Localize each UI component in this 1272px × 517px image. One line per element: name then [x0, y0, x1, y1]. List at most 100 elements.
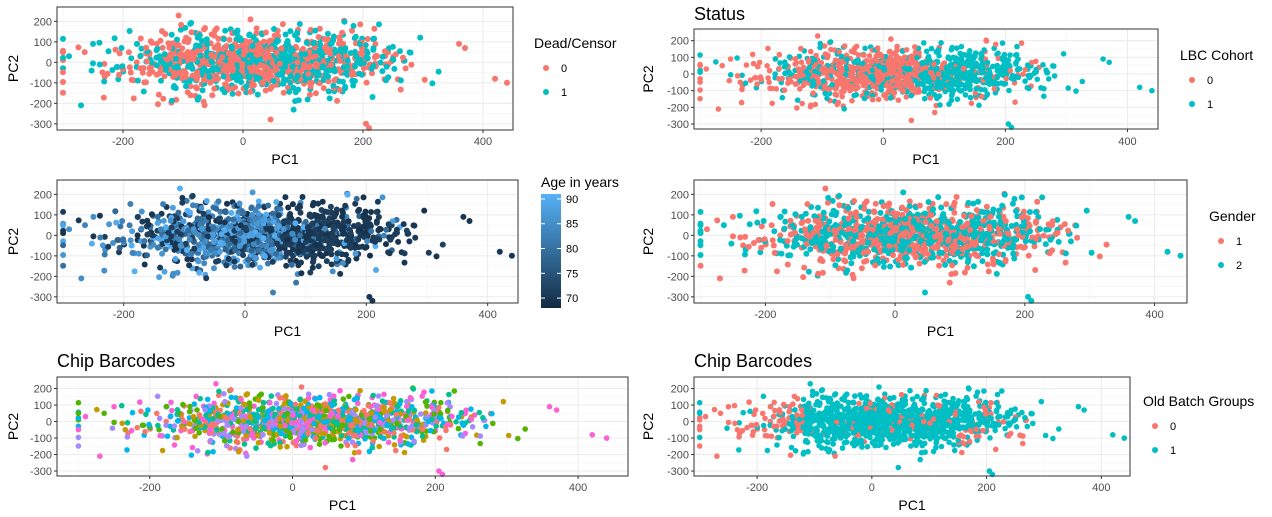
data-point — [82, 222, 88, 229]
data-point — [140, 88, 147, 95]
data-point — [1018, 40, 1025, 46]
data-point — [362, 223, 369, 229]
data-point — [841, 43, 848, 49]
data-point — [754, 81, 760, 87]
data-point — [1065, 227, 1072, 234]
data-point — [144, 58, 151, 65]
chart-p3: -200 0 200 400-300-200-1000100200PC1PC2Age … — [5, 174, 619, 339]
data-point — [923, 48, 930, 55]
data-point — [203, 198, 210, 204]
data-point — [300, 45, 307, 52]
data-point — [198, 205, 205, 212]
data-point — [75, 44, 82, 51]
data-point — [805, 217, 812, 224]
data-point — [280, 226, 287, 232]
data-point — [284, 236, 291, 243]
data-point — [970, 56, 976, 62]
data-point — [991, 79, 998, 85]
data-point — [870, 219, 877, 226]
data-point — [341, 18, 348, 25]
data-point — [127, 69, 134, 76]
data-point — [973, 85, 979, 92]
data-point — [890, 209, 897, 216]
data-point — [322, 225, 328, 232]
data-point — [758, 244, 765, 251]
data-point — [327, 62, 334, 68]
data-point — [776, 51, 783, 58]
data-point — [727, 56, 734, 62]
data-point — [295, 262, 302, 269]
data-point — [359, 243, 366, 250]
data-point — [429, 80, 436, 87]
data-point — [979, 60, 986, 67]
data-point — [172, 242, 179, 249]
data-point — [872, 262, 879, 269]
data-point — [307, 269, 314, 276]
data-point — [321, 36, 328, 43]
data-point — [774, 268, 780, 275]
data-point — [289, 230, 296, 237]
data-point — [231, 238, 238, 245]
data-point — [141, 261, 148, 268]
points-p1 — [60, 12, 510, 131]
data-point — [279, 233, 286, 240]
data-point — [887, 83, 893, 89]
data-point — [211, 32, 218, 39]
data-point — [968, 100, 975, 107]
data-point — [914, 54, 920, 61]
data-point — [295, 249, 302, 256]
data-point — [140, 65, 147, 71]
data-point — [1014, 226, 1021, 233]
data-point — [231, 263, 238, 270]
data-point — [293, 279, 300, 286]
data-point — [865, 63, 872, 70]
data-point — [379, 53, 386, 60]
data-point — [282, 63, 288, 70]
data-point — [697, 52, 703, 58]
data-point — [908, 92, 914, 99]
data-point — [186, 78, 193, 85]
data-point — [337, 46, 344, 53]
data-point — [168, 224, 175, 231]
data-point — [315, 200, 322, 207]
data-point — [222, 246, 229, 253]
data-point — [839, 93, 845, 100]
data-point — [1041, 93, 1047, 99]
data-point — [144, 217, 151, 224]
data-point — [794, 97, 801, 103]
data-point — [196, 32, 203, 39]
data-point — [890, 57, 896, 64]
data-point — [1033, 69, 1039, 75]
data-point — [325, 88, 332, 95]
data-point — [899, 261, 906, 268]
data-point — [216, 248, 223, 255]
data-point — [97, 234, 104, 241]
data-point — [401, 259, 408, 266]
data-point — [911, 86, 918, 92]
data-point — [878, 52, 885, 59]
data-point — [172, 256, 179, 262]
data-point — [96, 212, 103, 219]
data-point — [335, 78, 342, 85]
data-point — [350, 82, 357, 89]
data-point — [160, 95, 167, 102]
data-point — [1043, 226, 1050, 233]
y-tick-label: -100 — [30, 78, 52, 90]
data-point — [411, 222, 418, 229]
data-point — [208, 51, 215, 58]
data-point — [307, 26, 314, 33]
data-point — [782, 59, 788, 65]
data-point — [364, 55, 371, 62]
data-point — [746, 221, 753, 228]
legend-label: 0 — [561, 63, 567, 75]
legend-key — [543, 89, 549, 95]
data-point — [319, 52, 326, 59]
data-point — [358, 50, 365, 56]
data-point — [271, 26, 277, 32]
data-point — [222, 27, 229, 34]
data-point — [149, 68, 156, 75]
data-point — [106, 221, 113, 228]
data-point — [183, 54, 190, 61]
data-point — [952, 55, 958, 62]
